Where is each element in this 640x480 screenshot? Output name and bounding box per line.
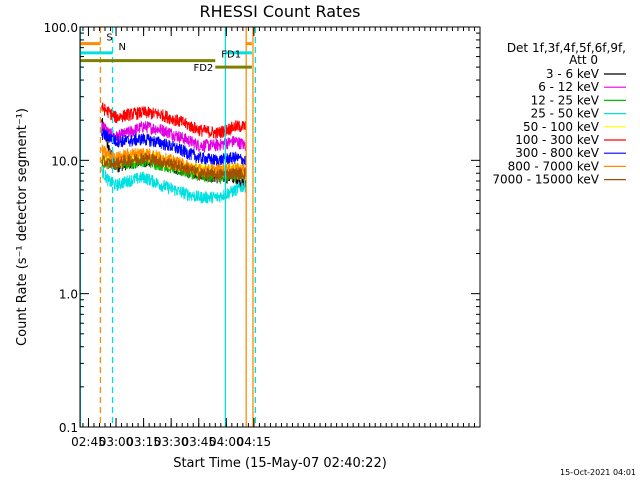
- legend-label-0: 3 - 6 keV: [546, 67, 600, 81]
- legend-label-7: 800 - 7000 keV: [508, 159, 600, 173]
- series-line-8: [101, 152, 247, 182]
- y-tick-label: 1.0: [59, 288, 78, 302]
- legend-header-detectors: Det 1f,3f,4f,5f,6f,9f,: [507, 41, 626, 55]
- series-line-1: [101, 121, 246, 154]
- legend-label-8: 7000 - 15000 keV: [492, 173, 599, 187]
- series-line-6: [101, 127, 247, 168]
- legend-label-5: 100 - 300 keV: [515, 133, 599, 147]
- legend-label-2: 12 - 25 keV: [531, 93, 600, 107]
- flag-label-s: S: [106, 33, 112, 44]
- y-tick-label: 100.0: [44, 21, 78, 35]
- x-tick-label: 04:00: [209, 435, 244, 449]
- plot-frame: [79, 26, 481, 428]
- legend-label-3: 25 - 50 keV: [531, 107, 600, 121]
- series-line-5: [101, 102, 246, 140]
- x-axis-label: Start Time (15-May-07 02:40:22): [173, 456, 387, 471]
- flag-label-fd1: FD1: [221, 50, 241, 61]
- x-tick-label: 04:15: [237, 435, 272, 449]
- legend-label-6: 300 - 800 keV: [515, 146, 599, 160]
- timestamp: 15-Oct-2021 04:01: [560, 468, 636, 477]
- legend-label-1: 6 - 12 keV: [538, 80, 600, 94]
- y-axis-ticks: 0.1 1.0 10.0 100.0: [44, 21, 480, 435]
- legend-header-attenuator: Att 0: [569, 53, 598, 67]
- chart-marks: SN FD1 FD2: [79, 27, 257, 427]
- chart-title: RHESSI Count Rates: [200, 2, 361, 21]
- flag-label-n: N: [119, 42, 126, 53]
- x-tick-label: 03:00: [99, 435, 134, 449]
- legend: Det 1f,3f,4f,5f,6f,9f, Att 0 3 - 6 keV6 …: [492, 41, 626, 187]
- flag-label-fd2: FD2: [193, 63, 213, 74]
- y-tick-label: 0.1: [59, 421, 78, 435]
- series-line-3: [101, 165, 247, 204]
- x-tick-label: 03:30: [154, 435, 189, 449]
- y-axis-label: Count Rate (s⁻¹ detector segment⁻¹): [15, 108, 30, 346]
- y-tick-label: 10.0: [51, 154, 78, 168]
- legend-label-4: 50 - 100 keV: [523, 120, 600, 134]
- x-tick-label: 03:15: [126, 435, 161, 449]
- x-tick-label: 02:45: [71, 435, 106, 449]
- x-tick-label: 03:45: [181, 435, 216, 449]
